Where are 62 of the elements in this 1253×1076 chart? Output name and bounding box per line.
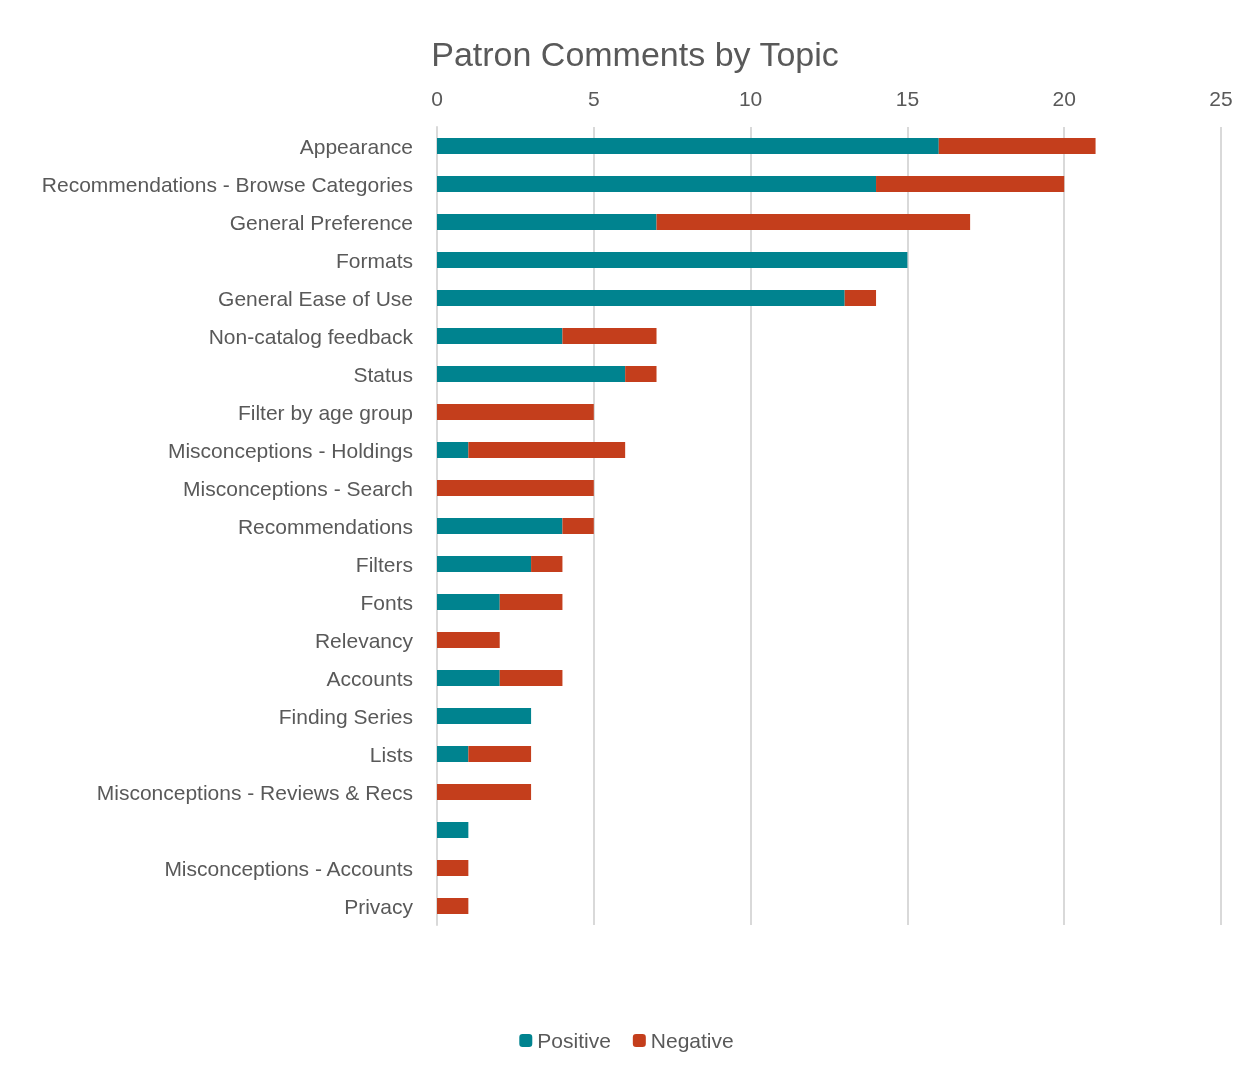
x-tick-label: 25 bbox=[1209, 87, 1233, 110]
x-tick-label: 5 bbox=[587, 87, 600, 110]
y-tick-label: Misconceptions - Holdings bbox=[167, 438, 413, 462]
y-tick-label: Misconceptions - Search bbox=[183, 476, 413, 500]
bar bbox=[437, 860, 469, 876]
bar bbox=[531, 556, 563, 572]
bar bbox=[437, 822, 469, 838]
bar bbox=[437, 784, 532, 800]
y-tick-label: Appearance bbox=[299, 134, 413, 158]
y-tick-label: Recommendations bbox=[237, 514, 413, 538]
y-tick-label: Recommendations - Browse Categories bbox=[41, 172, 413, 196]
bar bbox=[437, 404, 594, 420]
bar bbox=[437, 594, 500, 610]
y-tick-label: Relevancy bbox=[314, 628, 414, 652]
bar bbox=[938, 138, 1096, 154]
bar bbox=[437, 632, 500, 648]
bar bbox=[437, 366, 626, 382]
x-tick-label: 0 bbox=[431, 87, 443, 110]
y-tick-label: Fonts bbox=[360, 590, 413, 614]
legend-label: Negative bbox=[650, 1029, 734, 1052]
y-tick-label: Filters bbox=[355, 552, 413, 576]
y-tick-label: Status bbox=[353, 362, 413, 386]
y-tick-label: Formats bbox=[335, 248, 413, 272]
y-tick-label: Finding Series bbox=[278, 704, 413, 728]
y-tick-label: Lists bbox=[369, 742, 413, 766]
bar bbox=[656, 214, 971, 230]
bar bbox=[437, 252, 908, 268]
bar bbox=[468, 746, 532, 762]
bar bbox=[437, 290, 845, 306]
y-tick-label: Misconceptions - Accounts bbox=[164, 856, 413, 880]
legend-label: Positive bbox=[537, 1029, 611, 1052]
bar bbox=[499, 670, 563, 686]
bar bbox=[499, 594, 563, 610]
bar bbox=[625, 366, 657, 382]
y-tick-label: General Ease of Use bbox=[218, 286, 413, 310]
bar bbox=[562, 518, 594, 534]
y-tick-label: Privacy bbox=[344, 894, 414, 918]
y-tick-label: Accounts bbox=[326, 666, 413, 690]
bar bbox=[437, 556, 532, 572]
bar bbox=[876, 176, 1065, 192]
bar bbox=[437, 708, 532, 724]
bar bbox=[437, 176, 877, 192]
bar bbox=[437, 138, 939, 154]
bar bbox=[437, 898, 469, 914]
bar bbox=[437, 214, 657, 230]
y-tick-label: Misconceptions - Reviews & Recs bbox=[96, 780, 413, 804]
y-tick-label: Filter by age group bbox=[237, 400, 413, 424]
bar bbox=[844, 290, 877, 306]
bar bbox=[437, 328, 563, 344]
bar bbox=[437, 442, 469, 458]
bar bbox=[562, 328, 657, 344]
bar bbox=[437, 480, 594, 496]
y-tick-label: General Preference bbox=[229, 210, 413, 234]
bar bbox=[437, 670, 500, 686]
x-tick-label: 15 bbox=[895, 87, 920, 110]
bar bbox=[437, 746, 469, 762]
bar bbox=[468, 442, 626, 458]
chart-title: Patron Comments by Topic bbox=[431, 35, 839, 73]
y-tick-label: Non-catalog feedback bbox=[208, 324, 414, 348]
bar bbox=[437, 518, 563, 534]
x-tick-label: 20 bbox=[1052, 87, 1076, 110]
x-tick-label: 10 bbox=[738, 87, 763, 110]
